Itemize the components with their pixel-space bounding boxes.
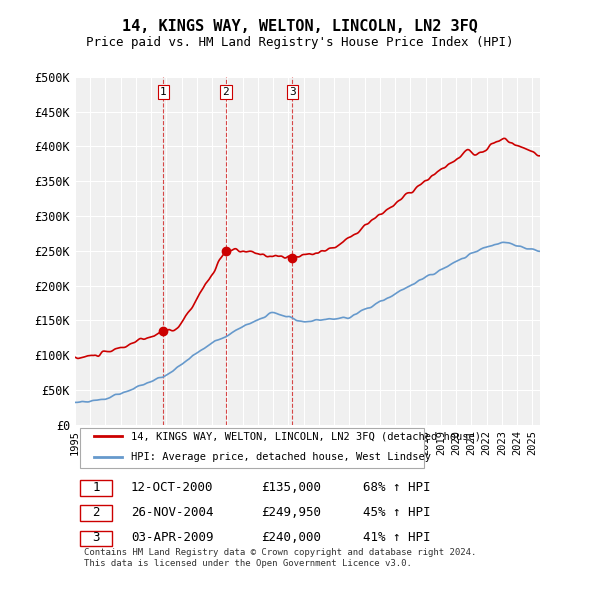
Text: 41% ↑ HPI: 41% ↑ HPI [364,531,431,544]
Text: 14, KINGS WAY, WELTON, LINCOLN, LN2 3FQ (detached house): 14, KINGS WAY, WELTON, LINCOLN, LN2 3FQ … [131,431,481,441]
FancyBboxPatch shape [80,506,112,521]
Text: HPI: Average price, detached house, West Lindsey: HPI: Average price, detached house, West… [131,452,431,461]
Text: 14, KINGS WAY, WELTON, LINCOLN, LN2 3FQ: 14, KINGS WAY, WELTON, LINCOLN, LN2 3FQ [122,19,478,34]
Text: £249,950: £249,950 [261,506,321,519]
Text: £135,000: £135,000 [261,481,321,494]
FancyBboxPatch shape [80,531,112,546]
Text: 45% ↑ HPI: 45% ↑ HPI [364,506,431,519]
Text: 2: 2 [223,87,229,97]
FancyBboxPatch shape [80,428,424,468]
Text: 2: 2 [92,506,100,519]
Text: 26-NOV-2004: 26-NOV-2004 [131,506,214,519]
Text: 03-APR-2009: 03-APR-2009 [131,531,214,544]
Text: Contains HM Land Registry data © Crown copyright and database right 2024.
This d: Contains HM Land Registry data © Crown c… [84,549,476,568]
Text: 1: 1 [160,87,166,97]
FancyBboxPatch shape [80,480,112,496]
Text: 68% ↑ HPI: 68% ↑ HPI [364,481,431,494]
Text: 3: 3 [92,531,100,544]
Text: 3: 3 [289,87,296,97]
Text: Price paid vs. HM Land Registry's House Price Index (HPI): Price paid vs. HM Land Registry's House … [86,36,514,49]
Text: £240,000: £240,000 [261,531,321,544]
Text: 12-OCT-2000: 12-OCT-2000 [131,481,214,494]
Text: 1: 1 [92,481,100,494]
